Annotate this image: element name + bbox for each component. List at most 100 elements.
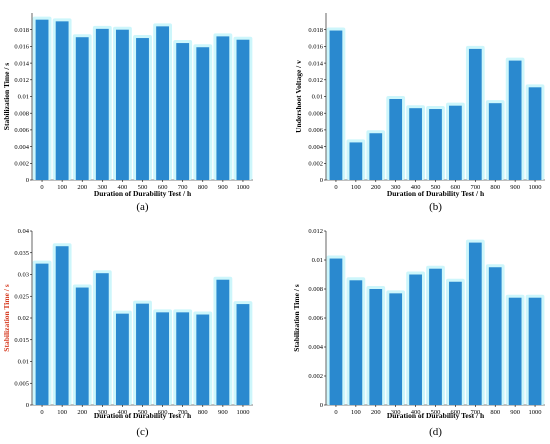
x-tick-label: 700 bbox=[178, 184, 188, 191]
bar-800 bbox=[488, 267, 502, 405]
x-tick-label: 200 bbox=[77, 409, 87, 416]
bar-700 bbox=[468, 48, 482, 180]
x-axis-label: Duration of Durability Test / h bbox=[94, 411, 192, 420]
y-tick-label: 0.006 bbox=[308, 315, 323, 322]
x-tick-label: 900 bbox=[510, 409, 520, 416]
x-tick-label: 1000 bbox=[236, 184, 249, 191]
x-tick-label: 0 bbox=[40, 409, 43, 416]
x-tick-label: 1000 bbox=[529, 184, 542, 191]
x-tick-label: 300 bbox=[391, 409, 401, 416]
bar-0 bbox=[329, 258, 343, 405]
x-tick-label: 600 bbox=[158, 184, 168, 191]
chart-b-svg: 0 0.002 0.004 0.006 0.008 0.01 0.012 0.014 0.016… bbox=[294, 13, 545, 213]
bar-600 bbox=[156, 312, 170, 405]
bar-600 bbox=[156, 26, 170, 180]
y-tick-label: 0.02 bbox=[18, 315, 29, 322]
y-tick-label: 0.018 bbox=[308, 27, 323, 34]
panel-caption: (a) bbox=[136, 201, 149, 213]
x-tick-label: 300 bbox=[97, 184, 107, 191]
x-tick-label: 0 bbox=[40, 184, 43, 191]
y-axis-label: Stabilization Time / s bbox=[2, 284, 11, 352]
y-tick-label: 0.01 bbox=[312, 94, 323, 101]
bar-700 bbox=[176, 43, 190, 181]
bar-400 bbox=[115, 29, 129, 181]
x-tick-label: 500 bbox=[431, 184, 441, 191]
x-tick-label: 200 bbox=[371, 409, 381, 416]
bar-200 bbox=[75, 37, 89, 181]
y-tick-label: 0.006 bbox=[14, 127, 29, 134]
y-tick-label: 0.002 bbox=[14, 161, 29, 168]
x-tick-label: 200 bbox=[77, 184, 87, 191]
x-tick-label: 0 bbox=[334, 184, 337, 191]
bar-0 bbox=[35, 19, 49, 181]
x-tick-label: 800 bbox=[198, 409, 208, 416]
bar-600 bbox=[449, 105, 462, 180]
y-tick-label: 0 bbox=[320, 177, 323, 184]
x-tick-label: 100 bbox=[57, 184, 67, 191]
x-tick-label: 700 bbox=[178, 409, 188, 416]
x-tick-label: 600 bbox=[158, 409, 168, 416]
x-tick-label: 100 bbox=[351, 184, 361, 191]
y-tick-label: 0 bbox=[320, 402, 323, 409]
bar-500 bbox=[429, 268, 442, 405]
bar-1000 bbox=[528, 297, 542, 405]
bar-100 bbox=[349, 280, 363, 405]
bar-600 bbox=[449, 281, 462, 405]
y-tick-label: 0.04 bbox=[18, 228, 30, 235]
x-axis-label: Duration of Durability Test / h bbox=[94, 189, 192, 198]
x-tick-label: 100 bbox=[57, 409, 67, 416]
y-tick-label: 0.004 bbox=[14, 144, 29, 151]
x-tick-label: 400 bbox=[411, 409, 421, 416]
y-tick-label: 0.016 bbox=[14, 44, 29, 51]
y-axis-label: Undershoot Voltage / v bbox=[294, 60, 303, 133]
bar-1000 bbox=[236, 39, 250, 180]
x-tick-label: 400 bbox=[411, 184, 421, 191]
x-tick-label: 400 bbox=[118, 184, 128, 191]
y-tick-label: 0.002 bbox=[308, 373, 323, 380]
x-tick-label: 500 bbox=[138, 184, 148, 191]
chart-c-svg: 0 0.005 0.01 0.015 0.02 0.025 0.03 0.035 0.04 0 10… bbox=[2, 228, 253, 438]
bar-500 bbox=[136, 38, 149, 180]
bar-300 bbox=[389, 99, 403, 180]
y-tick-label: 0.015 bbox=[14, 337, 29, 344]
x-tick-label: 500 bbox=[431, 409, 441, 416]
x-tick-label: 900 bbox=[510, 184, 520, 191]
x-tick-label: 100 bbox=[351, 409, 361, 416]
y-tick-label: 0.03 bbox=[18, 272, 29, 279]
y-tick-label: 0.004 bbox=[308, 144, 323, 151]
y-axis-label: Stabilization Time / s bbox=[2, 63, 11, 131]
y-tick-label: 0.012 bbox=[14, 77, 29, 84]
y-tick-label: 0.016 bbox=[308, 44, 323, 51]
y-tick-label: 0.01 bbox=[312, 257, 323, 264]
x-tick-label: 800 bbox=[490, 184, 500, 191]
y-tick-label: 0.008 bbox=[14, 110, 29, 117]
bar-100 bbox=[55, 246, 69, 405]
bar-900 bbox=[216, 36, 230, 180]
x-tick-label: 900 bbox=[218, 409, 228, 416]
y-tick-label: 0.002 bbox=[308, 161, 323, 168]
x-tick-label: 300 bbox=[97, 409, 107, 416]
chart-a-svg: 0 0.002 0.004 0.006 0.008 0.01 0.012 0.014 0.016… bbox=[2, 13, 253, 213]
y-tick-label: 0.014 bbox=[14, 60, 29, 67]
bar-700 bbox=[468, 242, 482, 405]
bar-1000 bbox=[236, 304, 250, 405]
bar-400 bbox=[409, 274, 422, 405]
y-tick-label: 0.01 bbox=[18, 94, 29, 101]
y-tick-label: 0.006 bbox=[308, 127, 323, 134]
x-tick-label: 800 bbox=[490, 409, 500, 416]
chart-d-svg: 0 0.002 0.004 0.006 0.008 0.01 0.012 0 100 200 300… bbox=[292, 228, 545, 438]
bar-0 bbox=[329, 30, 343, 180]
y-tick-label: 0.014 bbox=[308, 60, 323, 67]
bar-200 bbox=[369, 289, 383, 405]
x-tick-label: 1000 bbox=[529, 409, 542, 416]
y-tick-label: 0.004 bbox=[308, 344, 323, 351]
y-tick-label: 0.018 bbox=[14, 27, 29, 34]
bar-100 bbox=[349, 142, 363, 180]
y-tick-label: 0.025 bbox=[14, 293, 29, 300]
x-tick-label: 0 bbox=[334, 409, 337, 416]
y-tick-label: 0.035 bbox=[14, 250, 29, 257]
y-tick-label: 0.012 bbox=[308, 228, 323, 235]
chart-panel-c: 0 0.005 0.01 0.015 0.02 0.025 0.03 0.035 0.04 0 10… bbox=[0, 222, 275, 444]
bar-800 bbox=[488, 103, 502, 180]
panel-caption: (d) bbox=[429, 426, 442, 438]
